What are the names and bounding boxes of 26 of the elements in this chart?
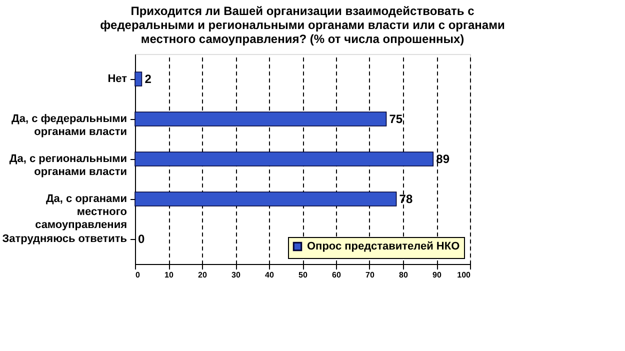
data-label: 2 <box>144 72 152 86</box>
bar <box>134 72 142 86</box>
y-tick-label: Да, с федеральными органами власти <box>12 113 127 138</box>
data-label: 78 <box>399 192 413 206</box>
x-tick-label: 80 <box>399 270 408 280</box>
data-label: 0 <box>138 232 145 246</box>
legend-label: Опрос представителей НКО <box>307 240 460 252</box>
x-tick-label: 70 <box>366 270 375 280</box>
x-tick-label: 0 <box>136 270 140 280</box>
x-tick-label: 90 <box>432 270 442 280</box>
data-label: 75 <box>389 112 403 126</box>
x-tick-label: 100 <box>457 270 472 280</box>
y-tick-label: Нет <box>108 73 128 85</box>
y-tick-label: Да, с региональными органами власти <box>9 153 127 178</box>
x-tick-label: 40 <box>265 270 274 280</box>
x-tick-label: 60 <box>332 270 342 280</box>
bar <box>134 192 397 206</box>
x-tick-label: 20 <box>198 270 208 280</box>
x-tick-label: 50 <box>298 270 308 280</box>
chart-title: Приходится ли Вашей организации взаимодействовать с федеральными и региональными органами власти или с органами местного самоуправления? (% от числа опрошенных) <box>100 4 505 46</box>
bar <box>134 152 434 166</box>
x-tick-label: 30 <box>232 270 241 280</box>
x-tick-label: 10 <box>164 270 174 280</box>
y-tick-label: Затрудняюсь ответить <box>2 233 128 245</box>
bar <box>134 112 387 126</box>
y-tick-label: Да, с органами местного самоуправления <box>35 193 128 231</box>
